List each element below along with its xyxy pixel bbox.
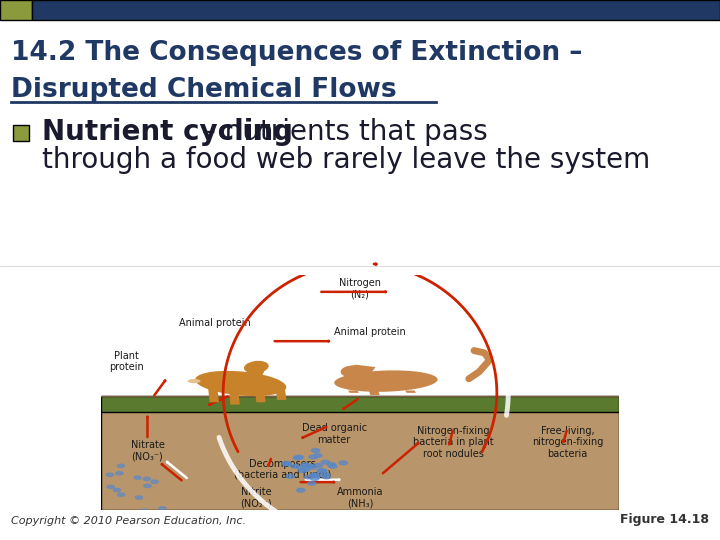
Circle shape [138, 511, 145, 515]
Circle shape [307, 481, 316, 485]
Circle shape [328, 464, 337, 468]
Circle shape [113, 488, 120, 492]
Circle shape [311, 477, 319, 480]
Polygon shape [276, 388, 287, 400]
Circle shape [117, 464, 125, 468]
Circle shape [312, 449, 320, 453]
Circle shape [317, 469, 325, 472]
Circle shape [310, 473, 318, 477]
Text: 14.2 The Consequences of Extinction –: 14.2 The Consequences of Extinction – [11, 40, 582, 66]
Polygon shape [208, 388, 219, 402]
Circle shape [305, 475, 313, 479]
Circle shape [297, 488, 305, 492]
Circle shape [301, 463, 310, 467]
Circle shape [117, 493, 125, 496]
Circle shape [321, 460, 330, 464]
Text: Free-living,
nitrogen-fixing
bacteria: Free-living, nitrogen-fixing bacteria [531, 426, 603, 459]
Ellipse shape [341, 365, 369, 378]
Circle shape [312, 474, 320, 477]
Circle shape [143, 477, 150, 481]
Text: Nitrite
(NO₂⁻): Nitrite (NO₂⁻) [240, 487, 272, 509]
Circle shape [282, 462, 291, 465]
Text: Animal protein: Animal protein [179, 318, 251, 328]
Text: Plant
protein: Plant protein [109, 350, 144, 372]
Circle shape [321, 472, 330, 476]
Polygon shape [229, 388, 240, 404]
Circle shape [314, 454, 322, 457]
Text: Ammonia
(NH₃): Ammonia (NH₃) [337, 487, 383, 509]
Text: Dead organic
matter: Dead organic matter [302, 423, 366, 445]
Circle shape [302, 468, 310, 471]
Polygon shape [348, 390, 359, 393]
Polygon shape [246, 364, 266, 376]
Text: – nutrients that pass: – nutrients that pass [193, 118, 487, 146]
Text: through a food web rarely leave the system: through a food web rarely leave the syst… [42, 146, 650, 174]
Circle shape [315, 463, 323, 467]
Circle shape [107, 473, 114, 476]
Circle shape [309, 465, 317, 469]
Circle shape [323, 475, 330, 479]
Circle shape [305, 464, 312, 468]
Circle shape [297, 466, 305, 470]
Circle shape [299, 469, 307, 472]
Circle shape [134, 476, 141, 480]
Circle shape [151, 480, 158, 483]
Circle shape [286, 475, 294, 478]
Polygon shape [350, 364, 376, 376]
Circle shape [293, 456, 302, 460]
Text: Figure 14.18: Figure 14.18 [620, 514, 709, 526]
Circle shape [309, 455, 318, 459]
Circle shape [116, 471, 123, 475]
Circle shape [135, 496, 143, 499]
Circle shape [141, 514, 148, 517]
Text: Nutrient cycling: Nutrient cycling [42, 118, 293, 146]
Polygon shape [405, 390, 416, 393]
Ellipse shape [334, 370, 438, 392]
Text: Nitrogen
(N₂): Nitrogen (N₂) [339, 278, 381, 299]
Circle shape [144, 484, 151, 488]
Circle shape [107, 485, 114, 489]
Polygon shape [255, 388, 266, 402]
Ellipse shape [244, 361, 269, 373]
FancyBboxPatch shape [101, 407, 619, 510]
Circle shape [327, 463, 336, 467]
Text: Nitrate
(NO₃⁻): Nitrate (NO₃⁻) [130, 440, 164, 461]
Text: Copyright © 2010 Pearson Education, Inc.: Copyright © 2010 Pearson Education, Inc. [11, 516, 246, 526]
Circle shape [291, 464, 299, 468]
Ellipse shape [188, 379, 201, 383]
Circle shape [158, 507, 166, 510]
Circle shape [339, 461, 347, 465]
Text: Disrupted Chemical Flows: Disrupted Chemical Flows [11, 77, 397, 103]
FancyBboxPatch shape [101, 396, 619, 411]
Polygon shape [369, 390, 379, 395]
Ellipse shape [195, 371, 287, 396]
Circle shape [141, 509, 148, 512]
Circle shape [295, 455, 303, 459]
Circle shape [283, 462, 291, 466]
Text: Decomposers
(bacteria and fungi): Decomposers (bacteria and fungi) [233, 458, 331, 480]
Text: Nitrogen-fixing
bacteria in plant
root nodules: Nitrogen-fixing bacteria in plant root n… [413, 426, 494, 459]
Circle shape [318, 469, 327, 472]
Text: Animal protein: Animal protein [335, 327, 406, 337]
